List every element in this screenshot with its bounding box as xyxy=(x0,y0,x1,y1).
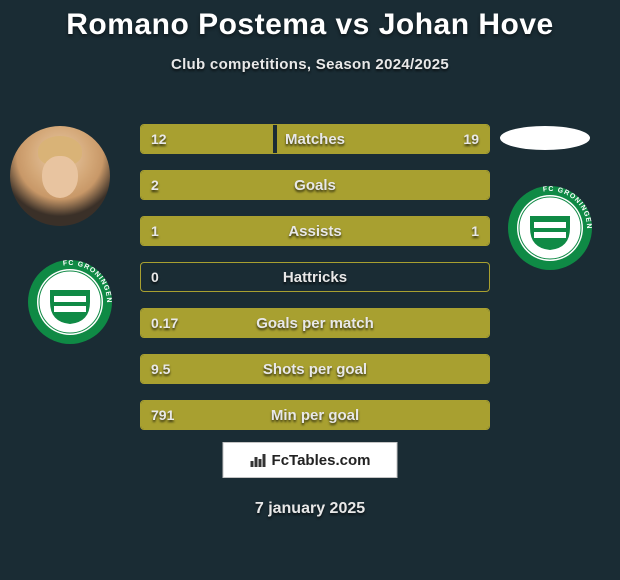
player-right-flag xyxy=(500,126,590,150)
stat-row-matches: 12 Matches 19 xyxy=(140,124,490,154)
stats-container: 12 Matches 19 2 Goals 1 Assists 1 0 Hatt… xyxy=(140,124,490,446)
club-logo-left: FC GRONINGEN xyxy=(20,252,120,357)
stat-value-right: 19 xyxy=(463,131,479,147)
subtitle: Club competitions, Season 2024/2025 xyxy=(0,56,620,73)
attribution-link[interactable]: FcTables.com xyxy=(223,442,398,478)
stat-row-gpm: 0.17 Goals per match xyxy=(140,308,490,338)
chart-icon xyxy=(250,452,268,468)
stat-value-right: 1 xyxy=(471,223,479,239)
stat-label: Shots per goal xyxy=(141,361,489,378)
stat-label: Hattricks xyxy=(141,269,489,286)
stat-row-mpg: 791 Min per goal xyxy=(140,400,490,430)
stat-row-assists: 1 Assists 1 xyxy=(140,216,490,246)
stat-label: Assists xyxy=(141,223,489,240)
player-left-avatar xyxy=(10,126,110,226)
stat-row-goals: 2 Goals xyxy=(140,170,490,200)
stat-row-hattricks: 0 Hattricks xyxy=(140,262,490,292)
attribution-text: FcTables.com xyxy=(272,452,371,469)
date: 7 january 2025 xyxy=(0,500,620,518)
stat-label: Goals xyxy=(141,177,489,194)
stat-row-spg: 9.5 Shots per goal xyxy=(140,354,490,384)
club-logo-right: FC GRONINGEN xyxy=(500,178,600,283)
stat-label: Goals per match xyxy=(141,315,489,332)
page-title: Romano Postema vs Johan Hove xyxy=(0,0,620,42)
stat-label: Min per goal xyxy=(141,407,489,424)
stat-label: Matches xyxy=(141,131,489,148)
